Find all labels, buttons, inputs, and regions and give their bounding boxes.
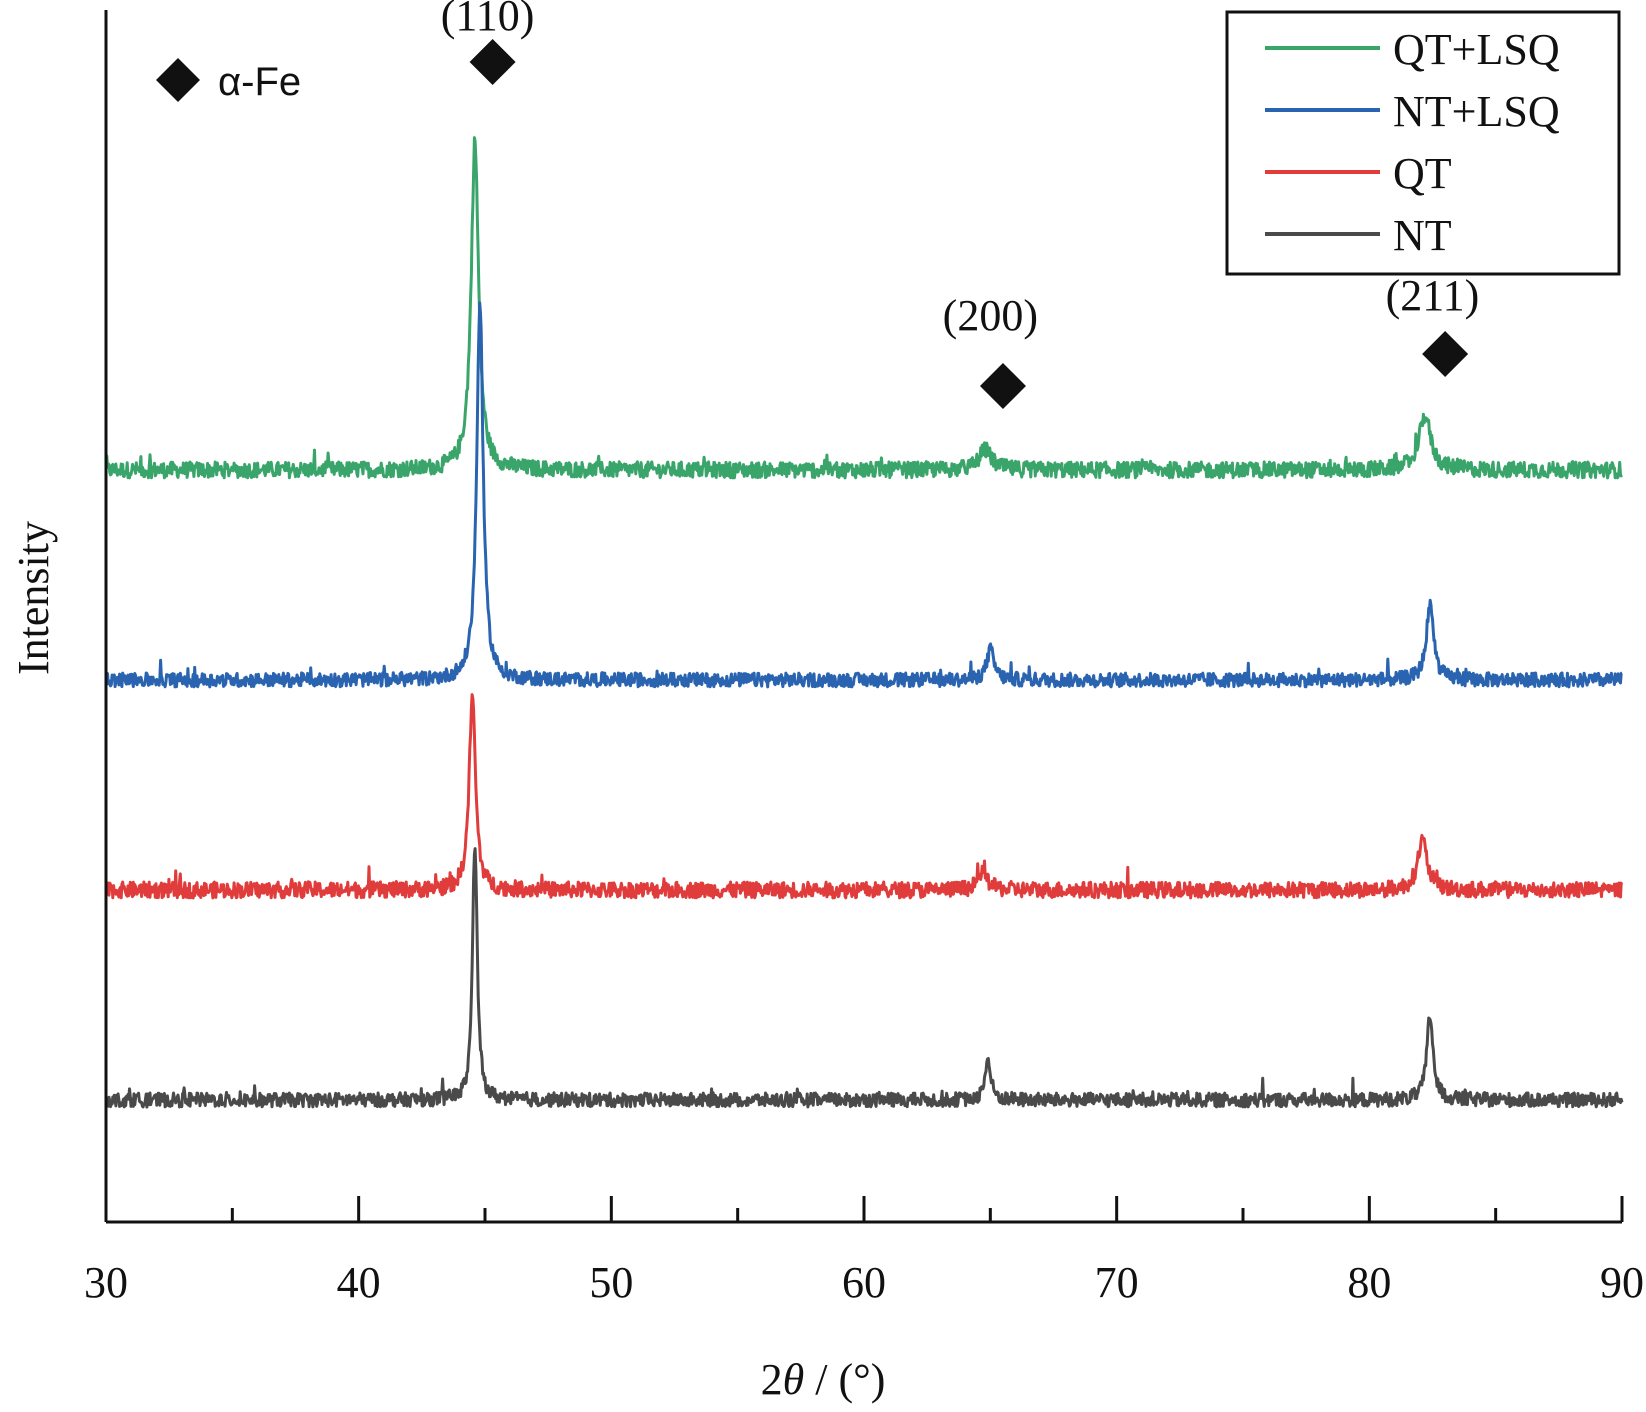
peak-diamond-marker (979, 363, 1026, 409)
x-tick-label: 60 (842, 1258, 886, 1307)
peak-diamond-marker (1422, 331, 1469, 377)
x-ticks: 30 40 50 60 70 80 90 (84, 1196, 1644, 1307)
series-line-qt (104, 693, 1624, 900)
peak-diamond-marker (469, 39, 516, 85)
marker-legend-label: α-Fe (218, 60, 301, 104)
legend: QT+LSQ NT+LSQ QT NT (1225, 10, 1621, 276)
x-tick-label: 40 (337, 1258, 381, 1307)
series-line-qt-lsq (104, 136, 1624, 480)
peak-annotations: (110) (200) (211) (441, 0, 1480, 409)
marker-legend: α-Fe (156, 58, 301, 104)
x-axis-label: 2θ / (°) (761, 1355, 886, 1404)
peak-label: (200) (943, 291, 1038, 340)
x-tick-label: 90 (1600, 1258, 1644, 1307)
diamond-icon (156, 58, 200, 102)
legend-label: NT+LSQ (1393, 87, 1560, 136)
series-traces (104, 136, 1624, 1109)
y-axis-label: Intensity (9, 521, 58, 675)
peak-label: (110) (441, 0, 535, 40)
legend-label: NT (1393, 211, 1452, 260)
x-tick-label: 70 (1095, 1258, 1139, 1307)
x-tick-label: 50 (589, 1258, 633, 1307)
legend-box (1225, 10, 1621, 276)
peak-label: (211) (1386, 271, 1480, 320)
legend-label: QT+LSQ (1393, 25, 1560, 74)
legend-label: QT (1393, 149, 1452, 198)
series-line-nt-lsq (104, 301, 1623, 689)
x-tick-label: 80 (1347, 1258, 1391, 1307)
x-tick-label: 30 (84, 1258, 128, 1307)
series-line-nt (104, 847, 1624, 1109)
